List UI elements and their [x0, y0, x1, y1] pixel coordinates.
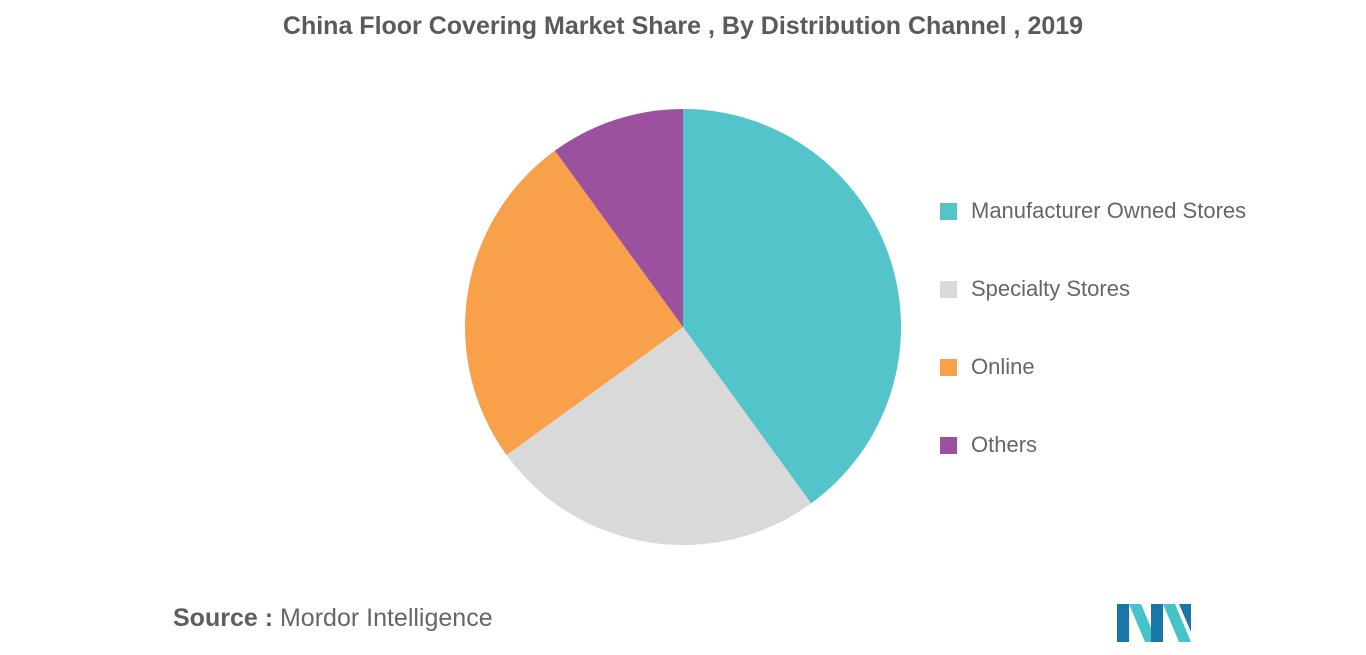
legend-item-online[interactable]: Online [940, 349, 1246, 385]
source-key: Source : [173, 604, 274, 632]
legend-item-others[interactable]: Others [940, 427, 1246, 463]
source-note: Source : Mordor Intelligence [173, 604, 493, 633]
legend-swatch [940, 358, 957, 376]
legend-label: Online [971, 354, 1035, 379]
pie-slice-online[interactable] [464, 150, 683, 456]
pie-slice-others[interactable] [554, 108, 683, 327]
legend-swatch [940, 436, 957, 454]
mordor-intelligence-logo-icon [1117, 604, 1191, 642]
source-value: Mordor Intelligence [279, 604, 493, 632]
legend: Manufacturer Owned Stores Specialty Stor… [940, 193, 1246, 505]
chart-title: China Floor Covering Market Share , By D… [282, 12, 1084, 40]
pie-slice-specialty-stores[interactable] [506, 327, 812, 546]
legend-label: Others [971, 432, 1038, 457]
legend-swatch [940, 280, 957, 298]
legend-label: Specialty Stores [971, 276, 1130, 301]
legend-swatch [940, 202, 957, 220]
legend-item-manufacturer-owned-stores[interactable]: Manufacturer Owned Stores [940, 193, 1246, 229]
pie-slice-manufacturer-owned-stores[interactable] [683, 109, 902, 504]
legend-item-specialty-stores[interactable]: Specialty Stores [940, 271, 1246, 307]
legend-label: Manufacturer Owned Stores [971, 198, 1247, 223]
